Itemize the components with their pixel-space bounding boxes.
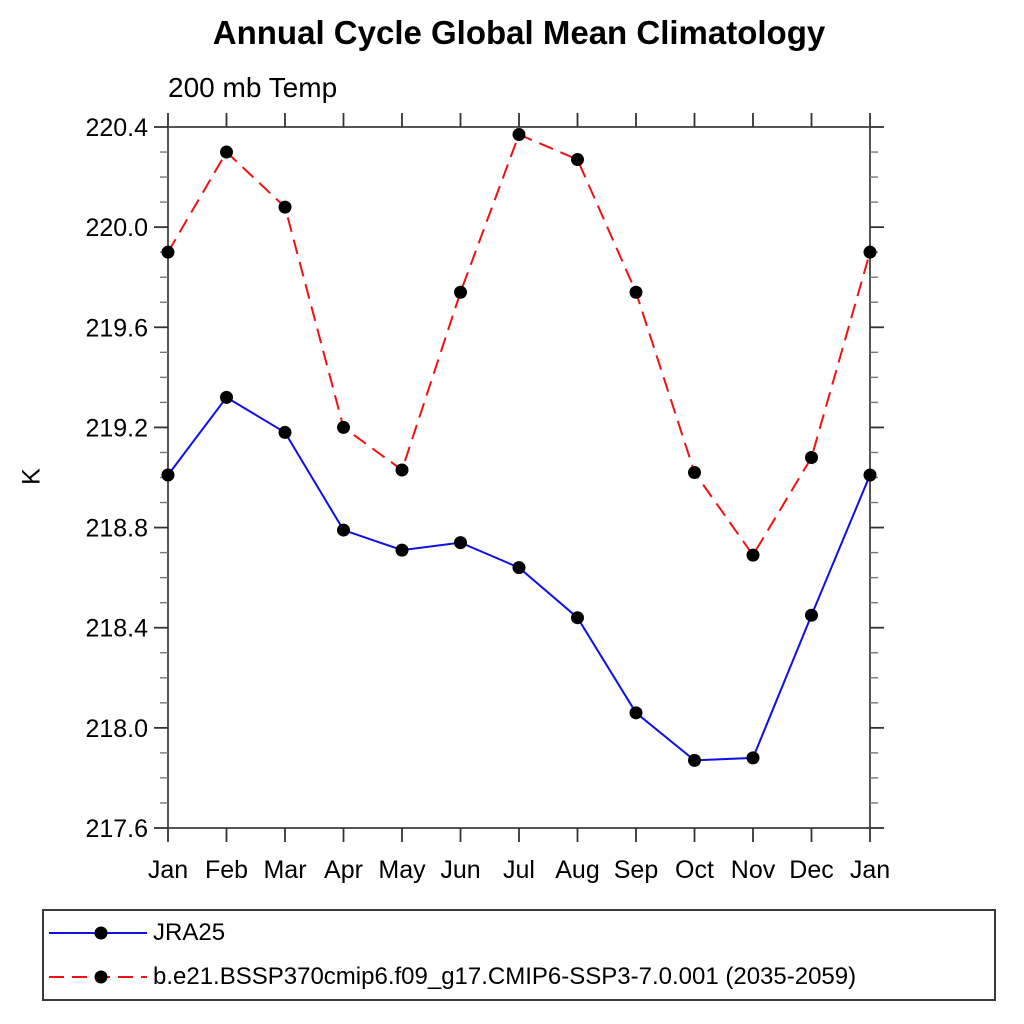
series-jra25 [161, 390, 877, 767]
x-tick-label: Jan [148, 856, 188, 884]
y-tick-label: 218.4 [85, 615, 148, 643]
data-point [746, 548, 760, 562]
y-tick-label: 219.6 [85, 314, 148, 342]
x-tick-label: May [378, 856, 426, 884]
y-tick-label: 219.2 [85, 414, 148, 442]
legend-line-sample [49, 970, 147, 984]
data-point [220, 390, 233, 404]
data-point [337, 523, 350, 537]
data-point [454, 285, 467, 299]
x-axis: Jan Feb Mar Apr May Jun Jul Aug Sep Oct Nov Dec Jan [148, 113, 890, 884]
legend-label: JRA25 [153, 919, 226, 946]
data-point [863, 245, 877, 259]
chart-title: Annual Cycle Global Mean Climatology [212, 14, 826, 51]
x-tick-label: Sep [614, 856, 658, 884]
series-model [161, 128, 877, 562]
data-point [571, 153, 584, 167]
y-tick-label: 220.0 [85, 214, 148, 242]
data-point [220, 145, 233, 159]
x-tick-label: Nov [731, 856, 776, 884]
data-point [337, 420, 350, 434]
y-tick-label: 218.8 [85, 515, 148, 543]
data-point [161, 245, 175, 259]
data-point [571, 611, 584, 625]
y-tick-label: 220.4 [85, 114, 148, 142]
y-minor-ticks [160, 151, 878, 804]
data-point [805, 608, 818, 622]
legend-item-model: b.e21.BSSP370cmip6.f09_g17.CMIP6-SSP3-7.… [49, 956, 994, 998]
y-tick-label: 218.0 [85, 715, 148, 743]
data-point [161, 468, 175, 482]
data-point [512, 128, 526, 142]
x-tick-label: Mar [263, 856, 306, 884]
data-point [688, 753, 701, 767]
y-tick-label: 217.6 [85, 815, 148, 843]
legend: JRA25 b.e21.BSSP370cmip6.f09_g17.CMIP6-SS… [42, 909, 996, 1001]
legend-label: b.e21.BSSP370cmip6.f09_g17.CMIP6-SSP3-7.… [153, 963, 857, 990]
data-point [629, 706, 643, 720]
x-tick-label: Apr [324, 856, 363, 884]
data-point [629, 285, 643, 299]
x-tick-label: Dec [789, 856, 833, 884]
data-point [278, 425, 292, 439]
x-tick-label: Jan [850, 856, 890, 884]
data-point [395, 543, 409, 557]
data-point [746, 751, 760, 765]
x-tick-label: Jun [440, 856, 480, 884]
x-tick-label: Feb [205, 856, 248, 884]
data-point [512, 561, 526, 575]
x-tick-label: Oct [675, 856, 714, 884]
data-point [454, 536, 467, 550]
axes-frame [167, 126, 871, 829]
legend-line-sample [49, 926, 147, 940]
y-axis: 217.6 218.0 218.4 218.8 219.2 219.6 220.0 220.4 [85, 114, 884, 843]
data-point [805, 450, 818, 464]
data-point [863, 468, 877, 482]
x-tick-label: Aug [555, 856, 599, 884]
data-point [278, 200, 292, 214]
data-point [688, 465, 701, 479]
x-tick-label: Jul [503, 856, 535, 884]
chart-subtitle: 200 mb Temp [168, 72, 338, 103]
legend-item-jra25: JRA25 [49, 912, 994, 954]
data-point [395, 463, 409, 477]
